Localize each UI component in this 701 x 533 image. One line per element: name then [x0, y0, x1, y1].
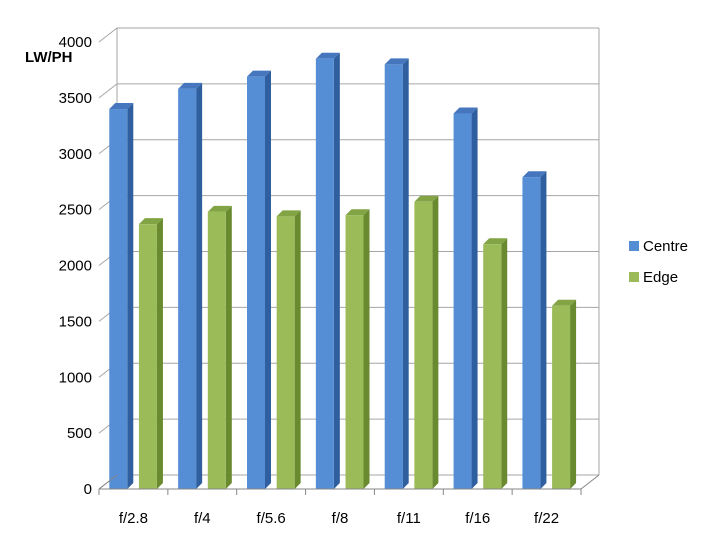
y-axis-ticks: 0 500 1000 1500 2000 2500 3000 3500 4000 — [59, 34, 92, 498]
bar-front — [384, 64, 403, 489]
bar-front — [483, 244, 502, 489]
y-tick-label: 1500 — [59, 313, 92, 330]
y-tick-label: 3000 — [59, 146, 92, 163]
bar-front — [522, 177, 541, 489]
x-tick-label: f/8 — [332, 510, 349, 527]
bar-top — [138, 218, 163, 225]
bar-centre-f/22 — [522, 171, 547, 489]
bar-front — [109, 109, 128, 490]
legend-item-centre: Centre — [629, 238, 688, 255]
bar-front — [207, 211, 226, 490]
y-tick-label: 2000 — [59, 258, 92, 275]
y-tick-label: 500 — [67, 425, 92, 442]
bar-side — [570, 299, 577, 489]
bar-centre-f/4 — [178, 82, 203, 489]
bar-front — [453, 113, 472, 490]
bar-side — [196, 82, 203, 489]
x-tick-label: f/4 — [194, 510, 211, 527]
bar-front — [315, 58, 334, 489]
bar-edge-f/11 — [414, 195, 439, 490]
x-tick-label: f/22 — [534, 510, 559, 527]
legend-swatch — [629, 272, 639, 282]
bar-centre-f/5.6 — [246, 70, 271, 489]
legend-swatch — [629, 241, 639, 251]
y-tick-label: 4000 — [59, 34, 92, 51]
floor-edge — [98, 474, 118, 490]
x-tick-label: f/16 — [465, 510, 490, 527]
bar-side — [294, 210, 301, 489]
bar-centre-f/16 — [453, 107, 478, 490]
bar-top — [414, 195, 439, 202]
y-tick-label: 0 — [84, 481, 92, 498]
bar-edge-f/22 — [552, 299, 577, 489]
bar-front — [138, 224, 157, 489]
y-tick-label: 1000 — [59, 369, 92, 386]
bar-front — [552, 305, 571, 489]
bar-side — [402, 58, 409, 489]
bar-side — [264, 70, 271, 489]
bar-front — [414, 201, 433, 490]
bar-edge-f/8 — [345, 209, 370, 489]
legend-label: Centre — [643, 238, 688, 255]
bar-top — [453, 107, 478, 114]
bar-edge-f/16 — [483, 238, 508, 489]
x-tick-label: f/11 — [397, 510, 421, 527]
legend-label: Edge — [643, 269, 678, 286]
bars — [109, 52, 577, 490]
x-tick-label: f/2.8 — [119, 510, 148, 527]
bar-top — [276, 210, 301, 217]
bar-front — [178, 88, 197, 489]
bar-top — [207, 205, 232, 212]
bar-top — [109, 103, 134, 110]
bar-top — [246, 70, 271, 77]
bar-edge-f/5.6 — [276, 210, 301, 489]
bar-centre-f/8 — [315, 52, 340, 489]
y-tick-label: 3500 — [59, 90, 92, 107]
x-axis — [98, 474, 600, 495]
grid-line — [98, 83, 599, 99]
bar-top — [384, 58, 409, 65]
bar-side — [333, 52, 340, 489]
grid-line — [98, 27, 599, 43]
bar-front — [246, 76, 265, 489]
x-tick-label: f/5.6 — [257, 510, 286, 527]
bar-front — [345, 215, 364, 489]
bar-side — [471, 107, 478, 490]
bar-centre-f/11 — [384, 58, 409, 489]
bar-top — [345, 209, 370, 216]
bar-top — [178, 82, 203, 89]
y-axis-label: LW/PH — [25, 49, 73, 66]
bar-side — [225, 205, 232, 490]
bar-side — [363, 209, 370, 489]
floor-edge — [580, 474, 600, 490]
bar-top — [315, 52, 340, 59]
y-tick-label: 2500 — [59, 202, 92, 219]
legend-item-edge: Edge — [629, 269, 678, 286]
bar-side — [127, 103, 134, 490]
bar-centre-f/2.8 — [109, 103, 134, 490]
x-axis-ticks: f/2.8 f/4 f/5.6 f/8 f/11 f/16 f/22 — [119, 510, 559, 527]
bar-side — [540, 171, 547, 489]
legend: Centre Edge — [629, 238, 688, 286]
bar-top — [483, 238, 508, 245]
bar-front — [276, 216, 295, 489]
bar-edge-f/4 — [207, 205, 232, 490]
bar-side — [501, 238, 508, 489]
bar-top — [552, 299, 577, 306]
bar-edge-f/2.8 — [138, 218, 163, 489]
bar-side — [432, 195, 439, 490]
grid-line — [98, 139, 599, 155]
bar-top — [522, 171, 547, 178]
bar-side — [156, 218, 163, 489]
